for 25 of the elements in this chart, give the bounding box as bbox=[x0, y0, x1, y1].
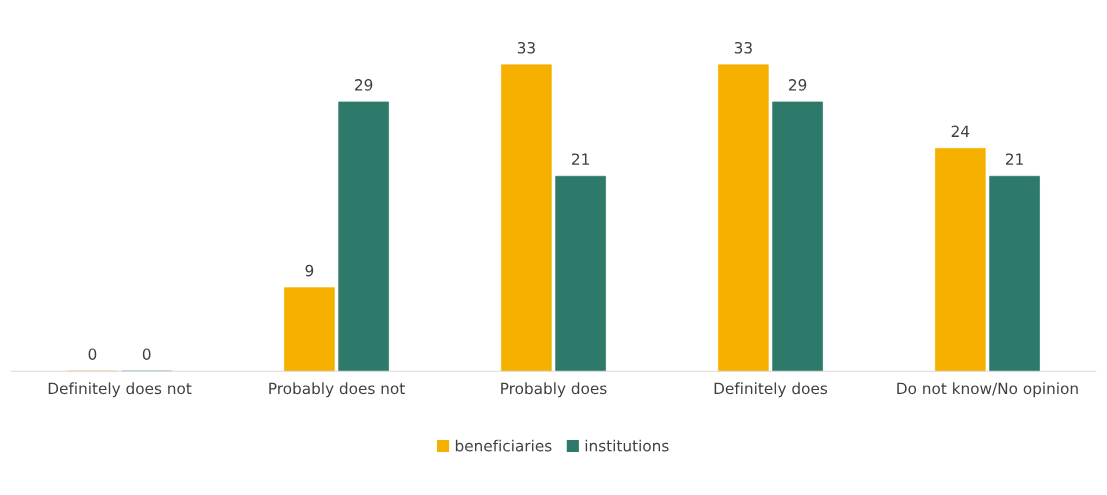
data-label: 21 bbox=[1005, 153, 1023, 165]
x-tick-label: Definitely does bbox=[714, 382, 828, 398]
data-label: 33 bbox=[517, 41, 535, 54]
bar bbox=[284, 287, 335, 372]
data-label: 29 bbox=[355, 79, 373, 91]
bar bbox=[501, 64, 552, 372]
bar bbox=[338, 101, 389, 372]
data-label: 0 bbox=[88, 348, 97, 360]
data-label: 24 bbox=[951, 125, 970, 137]
bar bbox=[935, 148, 986, 372]
x-tick-label: Probably does not bbox=[269, 382, 405, 398]
legend-label: beneficiaries bbox=[455, 439, 552, 452]
bar bbox=[989, 175, 1040, 372]
x-tick-label: Probably does bbox=[501, 382, 607, 398]
data-label: 29 bbox=[788, 79, 807, 91]
data-label: 33 bbox=[734, 41, 752, 54]
legend-label: institutions bbox=[585, 439, 669, 452]
bar bbox=[718, 64, 769, 372]
data-label: 0 bbox=[142, 348, 151, 360]
data-label: 9 bbox=[305, 264, 314, 277]
bar bbox=[772, 101, 823, 372]
x-tick-label: Do not know/No opinion bbox=[897, 382, 1078, 398]
x-tick-label: Definitely does not bbox=[48, 382, 192, 398]
bar bbox=[555, 175, 606, 372]
data-label: 21 bbox=[572, 153, 589, 165]
